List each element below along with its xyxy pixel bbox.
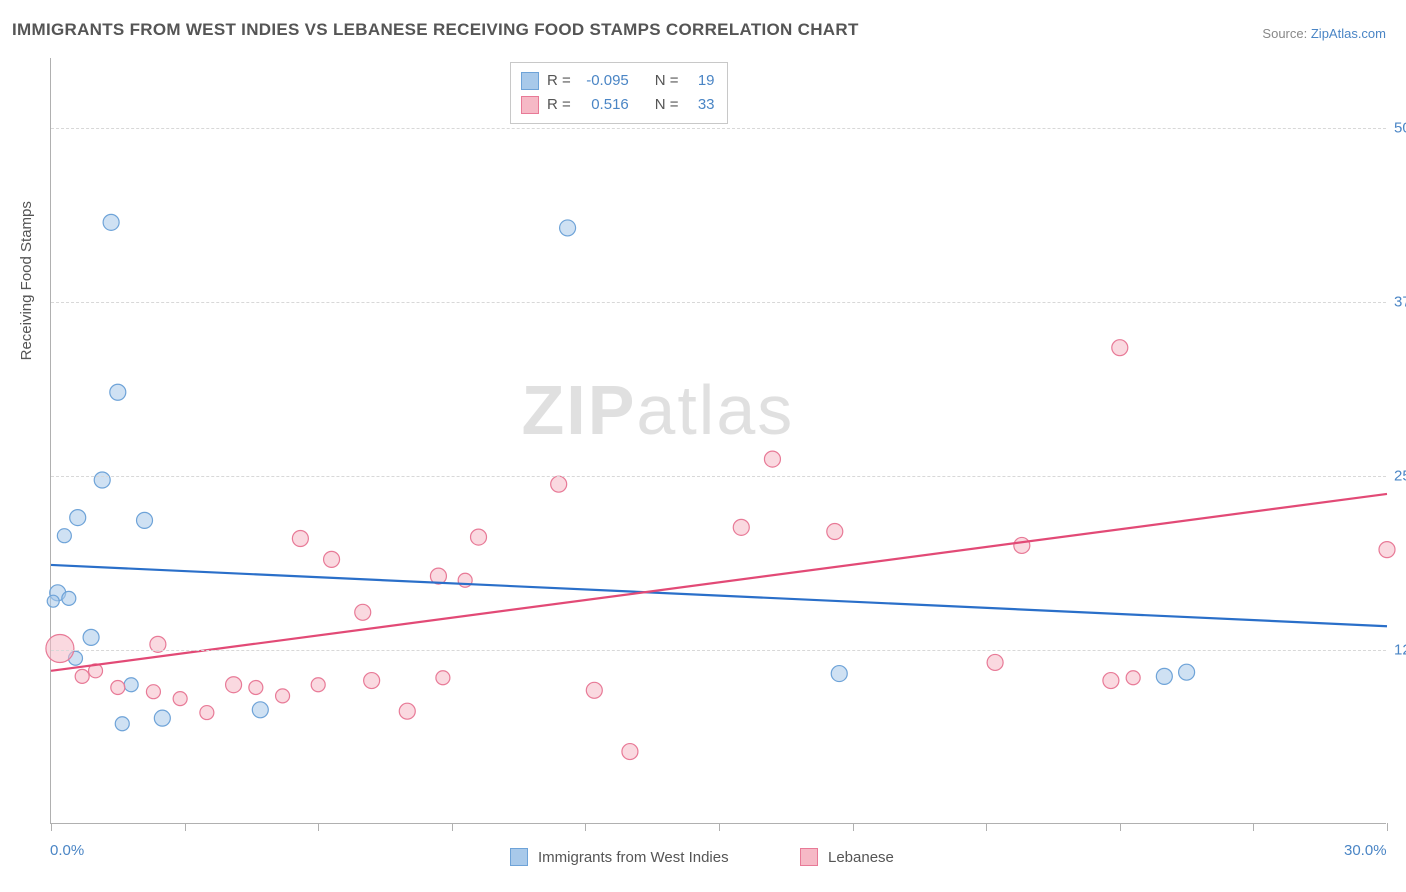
x-tick-label: 30.0% [1344,842,1387,859]
x-tick [719,823,720,831]
y-tick-label: 25.0% [1394,467,1398,484]
plot-area [50,58,1386,824]
scatter-point [1126,671,1140,685]
scatter-point [47,595,59,607]
scatter-point [173,692,187,706]
stat-n-label: N = [655,69,679,93]
scatter-point [471,529,487,545]
x-tick-label: 0.0% [50,842,84,859]
scatter-point [764,451,780,467]
stats-legend: R = -0.095 N = 19 R = 0.516 N = 33 [510,62,728,124]
stats-row: R = -0.095 N = 19 [521,69,715,93]
legend-swatch [521,96,539,114]
x-tick [452,823,453,831]
legend-label: Immigrants from West Indies [538,849,729,866]
stats-row: R = 0.516 N = 33 [521,93,715,117]
y-tick-label: 50.0% [1394,119,1398,136]
scatter-point [124,678,138,692]
scatter-point [200,706,214,720]
gridline [51,302,1386,303]
scatter-point [324,551,340,567]
x-tick [318,823,319,831]
x-tick [1253,823,1254,831]
scatter-point [46,635,74,663]
x-tick [1387,823,1388,831]
scatter-point [62,591,76,605]
scatter-point [110,384,126,400]
x-tick [1120,823,1121,831]
scatter-point [137,512,153,528]
source-label: Source: [1262,26,1307,41]
stat-n-label: N = [655,93,679,117]
scatter-point [1379,542,1395,558]
x-tick [585,823,586,831]
x-tick [51,823,52,831]
stat-r-label: R = [547,93,571,117]
chart-container: IMMIGRANTS FROM WEST INDIES VS LEBANESE … [0,0,1406,892]
scatter-point [1156,668,1172,684]
stat-r-value: 0.516 [579,93,629,117]
x-tick [986,823,987,831]
scatter-point [1112,340,1128,356]
scatter-point [252,702,268,718]
scatter-point [103,214,119,230]
scatter-point [75,669,89,683]
scatter-point [831,666,847,682]
scatter-point [399,703,415,719]
y-axis-title: Receiving Food Stamps [18,201,35,360]
legend-swatch [510,848,528,866]
scatter-point [1179,664,1195,680]
chart-title: IMMIGRANTS FROM WEST INDIES VS LEBANESE … [12,20,859,40]
x-tick [185,823,186,831]
scatter-point [1014,537,1030,553]
trend-line [51,494,1387,671]
stat-n-value: 33 [687,93,715,117]
scatter-point [111,681,125,695]
source-attribution: Source: ZipAtlas.com [1262,26,1386,41]
gridline [51,650,1386,651]
scatter-point [57,529,71,543]
scatter-point [987,654,1003,670]
scatter-point [70,510,86,526]
bottom-legend-item: Lebanese [800,848,894,866]
scatter-point [115,717,129,731]
scatter-point [94,472,110,488]
trend-line [51,565,1387,626]
scatter-point [154,710,170,726]
legend-label: Lebanese [828,849,894,866]
legend-swatch [521,72,539,90]
plot-svg [51,58,1386,823]
scatter-point [364,673,380,689]
scatter-point [1103,673,1119,689]
scatter-point [436,671,450,685]
scatter-point [292,530,308,546]
stat-r-label: R = [547,69,571,93]
gridline [51,476,1386,477]
bottom-legend-item: Immigrants from West Indies [510,848,729,866]
legend-swatch [800,848,818,866]
scatter-point [560,220,576,236]
stat-r-value: -0.095 [579,69,629,93]
y-tick-label: 37.5% [1394,293,1398,310]
scatter-point [551,476,567,492]
scatter-point [146,685,160,699]
source-link[interactable]: ZipAtlas.com [1311,26,1386,41]
scatter-point [226,677,242,693]
scatter-point [733,519,749,535]
scatter-point [355,604,371,620]
x-tick [853,823,854,831]
gridline [51,128,1386,129]
scatter-point [83,629,99,645]
scatter-point [276,689,290,703]
scatter-point [586,682,602,698]
scatter-point [622,744,638,760]
stat-n-value: 19 [687,69,715,93]
scatter-point [249,681,263,695]
y-tick-label: 12.5% [1394,641,1398,658]
scatter-point [311,678,325,692]
scatter-point [827,524,843,540]
